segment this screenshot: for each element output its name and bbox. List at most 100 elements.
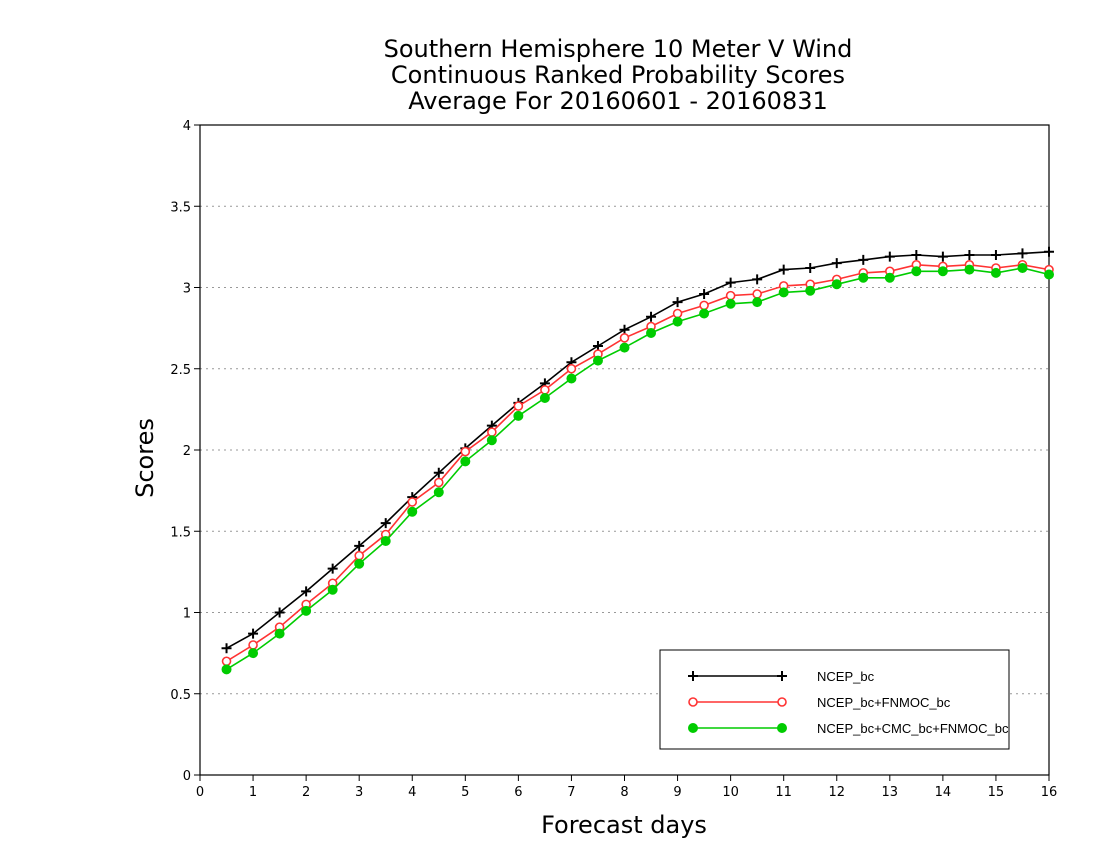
data-point [672,297,683,308]
data-point [725,290,736,301]
data-point [646,311,657,322]
series-3 [221,263,1054,675]
data-point [1044,269,1054,280]
data-point [380,536,391,546]
data-point [221,664,232,675]
legend-entry: NCEP_bc [688,669,875,684]
x-tick-label: 4 [408,785,416,800]
data-point [460,456,471,467]
x-tick-label: 5 [461,785,469,800]
y-tick-label: 0.5 [170,688,191,703]
data-point [831,258,842,269]
data-point [937,266,948,277]
x-tick-label: 8 [620,785,628,800]
data-point [460,446,471,457]
data-point [752,274,763,285]
data-point [301,605,312,616]
data-point [433,487,444,498]
data-point [805,263,816,273]
legend-marker [688,671,698,681]
x-tick-label: 12 [828,785,845,800]
x-tick-label: 7 [567,785,575,800]
legend-box [659,649,1010,750]
data-point [672,316,683,327]
data-point [301,586,312,597]
legend-marker [777,671,787,681]
legend-label: NCEP_bc [817,669,875,684]
data-point [592,355,603,366]
y-tick-label: 4 [183,119,191,134]
data-point [327,563,338,574]
x-tick-label: 13 [882,785,899,800]
y-axis-label: Scores [131,418,159,498]
data-point [433,477,444,488]
x-tick-label: 2 [302,785,310,800]
data-point [778,287,789,298]
x-tick-label: 10 [722,785,739,800]
data-point [354,550,364,561]
data-point [380,518,391,529]
data-point [619,342,630,353]
data-point [911,250,922,260]
data-point [964,250,975,260]
data-point [433,467,444,478]
series-1 [221,246,1054,654]
data-point [831,279,842,290]
data-point [646,328,657,338]
data-point [752,297,763,308]
data-point [327,584,338,595]
legend: NCEP_bc NCEP_bc+FNMOC_bc NCEP_bc+CMC_bc+FN… [659,649,1010,750]
data-point [672,308,683,319]
y-tick-label: 2.5 [170,363,191,378]
data-point [407,497,418,507]
data-point [248,628,259,639]
data-point [725,277,736,288]
data-point [248,648,259,659]
data-point [1017,263,1028,273]
legend-marker [688,723,698,733]
data-point [513,410,524,421]
legend-label: NCEP_bc+FNMOC_bc [817,695,951,710]
series-2 [221,259,1054,667]
legend-entry: NCEP_bc+CMC_bc+FNMOC_bc [688,721,1009,736]
y-tick-label: 2 [183,444,191,459]
data-point [805,285,816,296]
data-point [937,251,948,262]
chart-title-block: Southern Hemisphere 10 Meter V Wind Cont… [0,36,1100,114]
y-tick-label: 0 [183,769,191,784]
data-point [990,250,1001,260]
grid-lines [200,205,1049,695]
data-point [221,643,232,654]
data-point [221,656,232,667]
data-point [540,385,550,395]
data-point [1017,248,1028,259]
series-layer [221,246,1054,675]
data-point [274,607,285,618]
x-tick-label: 11 [775,785,792,800]
data-point [725,298,736,309]
x-tick-label: 1 [249,785,257,800]
data-point [354,558,365,569]
data-point [911,266,922,277]
data-point [407,506,418,517]
x-tick-label: 0 [196,785,204,800]
data-point [274,628,285,639]
x-tick-label: 15 [988,785,1005,800]
data-point [884,272,895,283]
series-line [226,263,1050,662]
data-point [248,640,258,650]
x-tick-label: 16 [1041,785,1058,800]
y-tick-label: 3.5 [170,200,191,215]
data-point [699,289,710,299]
y-tick-label: 1.5 [170,525,191,540]
data-point [778,264,789,275]
data-point [619,333,630,343]
data-point [858,254,869,265]
data-point [699,308,710,319]
legend-marker [777,697,787,707]
data-point [487,427,497,437]
data-point [752,289,762,299]
x-axis-label: Forecast days [541,811,707,839]
